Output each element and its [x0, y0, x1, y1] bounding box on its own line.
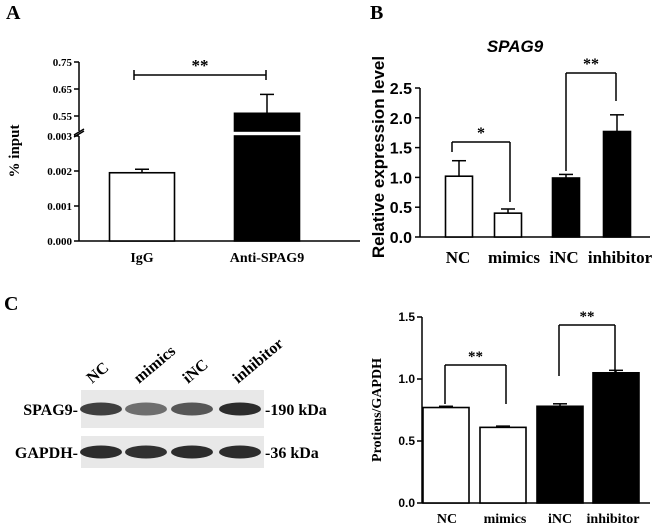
a-x-tick-label: Anti-SPAG9 — [230, 251, 304, 266]
b-y-tick-label: 2.5 — [390, 81, 412, 98]
b-x-tick-label: mimics — [488, 248, 540, 267]
b-sig-bracket-2-label: ** — [583, 56, 599, 73]
b-y-axis-title: Relative expression level — [369, 56, 388, 258]
c-y-tick-label: 0.0 — [398, 496, 415, 510]
a-bar-igg — [108, 171, 176, 242]
blot-lane-label: iNC — [180, 356, 212, 387]
a-y-tick-label: 0.003 — [47, 131, 72, 143]
a-bar-anti-spag9-lower — [233, 135, 301, 242]
b-bar-nc — [444, 175, 474, 238]
c-y-tick-label: 1.5 — [398, 310, 415, 324]
b-bar-mimics — [493, 212, 523, 238]
a-y-tick-label: 0.002 — [47, 166, 72, 178]
blot-band — [171, 445, 213, 459]
a-y-tick-label: 0.75 — [53, 57, 73, 69]
panel-label-b: B — [370, 2, 383, 24]
blot-band — [80, 402, 122, 416]
blot-lane-label: mimics — [131, 343, 179, 387]
c-bar-nc — [422, 406, 470, 504]
panel-label-a: A — [6, 2, 21, 24]
a-bar-anti-spag9-upper — [233, 112, 301, 132]
c-y-tick-label: 1.0 — [398, 372, 415, 386]
a-y-tick-label: 0.001 — [47, 201, 72, 213]
blot-band — [80, 445, 122, 459]
b-y-tick-label: 0.5 — [390, 200, 412, 217]
c-y-tick-label: 0.5 — [398, 434, 415, 448]
b-y-tick-label: 1.5 — [390, 141, 412, 158]
b-x-tick-label: NC — [446, 248, 471, 267]
c-x-tick-label: inhibitor — [587, 512, 640, 527]
b-x-tick-label: inhibitor — [588, 248, 653, 267]
blot-band — [219, 445, 261, 459]
blot-band — [125, 445, 167, 459]
c-bar-inhibitor — [592, 371, 640, 504]
blot-band — [219, 402, 261, 416]
b-bar-inhibitor — [602, 130, 632, 238]
a-y-tick-label: 0.55 — [53, 111, 73, 123]
blot-row-label: SPAG9- — [23, 402, 78, 419]
blot-band — [125, 402, 167, 416]
blot-size-label: -36 kDa — [265, 445, 319, 462]
c-bar-inc — [536, 405, 584, 504]
blot-band — [171, 402, 213, 416]
b-chart-title: SPAG9 — [487, 37, 544, 56]
a-y-tick-label: 0.000 — [47, 236, 72, 248]
b-y-tick-label: 2.0 — [390, 111, 412, 128]
a-x-tick-label: IgG — [130, 251, 153, 266]
b-x-tick-label: iNC — [549, 248, 578, 267]
blot-row-label: GAPDH- — [15, 445, 78, 462]
c-y-axis-title: Protiens/GAPDH — [370, 358, 385, 462]
a-y-tick-label: 0.65 — [53, 84, 73, 96]
b-y-tick-label: 1.0 — [390, 170, 412, 187]
b-bar-inc — [551, 177, 581, 238]
c-sig-bracket-1-label: ** — [468, 349, 483, 365]
c-x-tick-label: iNC — [548, 512, 572, 527]
blot-lane-label: NC — [84, 359, 113, 387]
c-bar-mimics — [479, 426, 527, 504]
blot-lane-label: inhibitor — [230, 335, 287, 387]
a-y-axis-title: % input — [7, 125, 23, 178]
c-x-tick-label: mimics — [484, 512, 527, 527]
c-sig-bracket-2-label: ** — [580, 309, 595, 325]
a-axis-break-mark-2 — [73, 128, 85, 136]
panel-label-c: C — [4, 293, 18, 315]
c-x-tick-label: NC — [437, 512, 457, 527]
a-sig-bracket-label: ** — [192, 56, 209, 75]
blot-size-label: -190 kDa — [265, 402, 327, 419]
b-sig-bracket-1-label: * — [477, 125, 485, 142]
b-y-tick-label: 0.0 — [390, 230, 412, 247]
